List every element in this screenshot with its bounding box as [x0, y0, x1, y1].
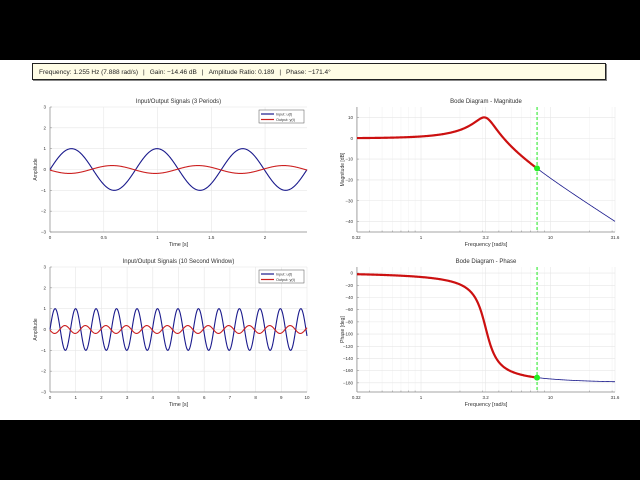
y-tick-label: −3 [41, 230, 47, 235]
current-frequency-marker [534, 374, 541, 381]
x-tick-label: 10 [548, 395, 554, 400]
y-tick-label: 0 [350, 136, 353, 141]
x-tick-label: 2 [100, 395, 103, 400]
y-axis-label: Amplitude [33, 158, 39, 180]
x-tick-label: 7 [229, 395, 232, 400]
x-tick-label: 0 [49, 235, 52, 240]
axes: 0.32 1 3.2 10 31.6 −40 −30 −20 −10 0 10 Bode Diagra… [340, 99, 620, 248]
y-tick-label: −20 [345, 283, 353, 288]
frequency-info-box: Frequency: 1.255 Hz (7.888 rad/s) | Gain: … [32, 63, 606, 80]
io-signals-10s-window-chart: 0 1 2 3 4 5 6 7 8 9 10 −3 −2 −1 0 1 2 3 Input/Output Signa… [33, 259, 310, 408]
x-axis-label: Frequency [rad/s] [465, 402, 508, 408]
x-tick-label: 0.32 [352, 235, 361, 240]
current-frequency-marker [534, 165, 541, 172]
y-tick-label: −1 [41, 348, 47, 353]
chart-title: Bode Diagram - Phase [456, 259, 517, 265]
x-tick-label: 1 [420, 235, 423, 240]
y-tick-label: −60 [345, 307, 353, 312]
legend: Input: u(t)Output: y(t) [258, 269, 305, 284]
y-tick-label: 0 [43, 167, 46, 172]
y-tick-label: −3 [41, 390, 47, 395]
x-tick-label: 1 [74, 395, 77, 400]
x-tick-label: 9 [280, 395, 283, 400]
letterbox-bottom [0, 420, 640, 480]
y-axis-label: Phase [deg] [340, 316, 346, 343]
y-axis-label: Amplitude [33, 318, 39, 340]
x-tick-label: 2 [264, 235, 267, 240]
x-tick-label: 10 [304, 395, 310, 400]
chart-title: Input/Output Signals (3 Periods) [136, 99, 221, 105]
io-signals-3-periods-chart: 0 0.5 1 1.5 2 −3 −2 −1 0 1 2 3 Input/Output Signals … [33, 99, 308, 248]
legend: Input: u(t)Output: y(t) [258, 109, 305, 124]
x-tick-label: 6 [203, 395, 206, 400]
separator: | [279, 69, 282, 76]
y-tick-label: −40 [345, 219, 353, 224]
x-tick-label: 31.6 [611, 395, 620, 400]
y-tick-label: 3 [43, 265, 46, 270]
y-tick-label: −20 [345, 177, 353, 182]
bode-magnitude-chart: 0.32 1 3.2 10 31.6 −40 −30 −20 −10 0 10 Bode Diagra… [340, 99, 620, 248]
x-tick-label: 10 [548, 235, 554, 240]
x-axis-label: Time [s] [169, 402, 189, 408]
x-axis-label: Time [s] [169, 242, 189, 248]
y-tick-label: 10 [348, 115, 354, 120]
y-tick-label: 2 [43, 285, 46, 290]
y-tick-label: −2 [41, 369, 47, 374]
y-tick-label: 0 [350, 271, 353, 276]
y-tick-label: 0 [43, 327, 46, 332]
bode-swept-highlight [356, 116, 538, 170]
x-tick-label: 0.32 [352, 395, 361, 400]
bode-swept-highlight [356, 273, 538, 379]
x-tick-label: 3.2 [483, 235, 490, 240]
output-signal-line [49, 165, 308, 174]
x-tick-label: 0 [49, 395, 52, 400]
y-tick-label: −30 [345, 198, 353, 203]
legend-label: Output: y(t) [276, 118, 296, 122]
y-tick-label: 1 [43, 146, 46, 151]
y-tick-label: 2 [43, 125, 46, 130]
bode-response-line [357, 116, 616, 222]
y-tick-label: −2 [41, 209, 47, 214]
y-tick-label: 1 [43, 306, 46, 311]
output-signal-line [49, 325, 308, 334]
x-tick-label: 5 [177, 395, 180, 400]
y-tick-label: −160 [343, 368, 354, 373]
x-tick-label: 0.5 [101, 235, 108, 240]
x-tick-label: 31.6 [611, 235, 620, 240]
y-tick-label: −40 [345, 295, 353, 300]
axes: 0.32 1 3.2 10 31.6 −180 −160 −140 −120 −100 −80 −60… [340, 259, 620, 408]
separator: | [201, 69, 204, 76]
x-tick-label: 3.2 [483, 395, 490, 400]
y-axis-label: Magnitude [dB] [340, 152, 346, 186]
y-tick-label: −80 [345, 319, 353, 324]
legend-label: Input: u(t) [276, 113, 293, 117]
frequency-readout: Frequency: 1.255 Hz (7.888 rad/s) [39, 69, 138, 76]
x-axis-label: Frequency [rad/s] [465, 242, 508, 248]
y-tick-label: −180 [343, 380, 354, 385]
letterbox-top [0, 0, 640, 60]
y-tick-label: −120 [343, 344, 354, 349]
y-tick-label: −140 [343, 356, 354, 361]
x-tick-label: 3 [126, 395, 129, 400]
amplitude-ratio-readout: Amplitude Ratio: 0.189 [208, 69, 275, 76]
chart-title: Bode Diagram - Magnitude [450, 99, 522, 105]
chart-title: Input/Output Signals (10 Second Window) [123, 259, 235, 265]
x-tick-label: 4 [152, 395, 155, 400]
y-tick-label: −1 [41, 188, 47, 193]
x-tick-label: 1.5 [208, 235, 215, 240]
x-tick-label: 8 [254, 395, 257, 400]
x-tick-label: 1 [156, 235, 159, 240]
input-signal-line [49, 308, 308, 351]
y-tick-label: −100 [343, 332, 354, 337]
legend-label: Input: u(t) [276, 273, 293, 277]
y-tick-label: −10 [345, 157, 353, 162]
phase-readout: Phase: −171.4° [286, 69, 331, 76]
separator: | [143, 69, 145, 76]
x-tick-label: 1 [420, 395, 423, 400]
gain-readout: Gain: −14.46 dB [149, 69, 197, 76]
y-tick-label: 3 [43, 105, 46, 110]
legend-label: Output: y(t) [276, 278, 296, 282]
bode-phase-chart: 0.32 1 3.2 10 31.6 −180 −160 −140 −120 −100 −80 −60… [340, 259, 620, 408]
